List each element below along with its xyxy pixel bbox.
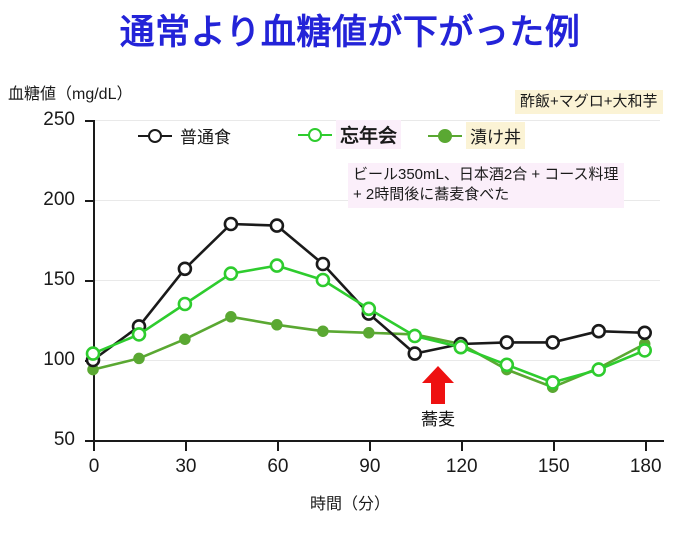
- legend-label: 忘年会: [336, 120, 402, 149]
- x-tick-label: 90: [359, 456, 381, 477]
- y-tick: [85, 200, 94, 202]
- x-tick: [460, 442, 463, 451]
- x-tick: [552, 442, 555, 451]
- filled-circle-icon: [428, 128, 462, 144]
- legend-label: 漬け丼: [466, 122, 525, 149]
- x-tick-label: 180: [629, 456, 662, 477]
- up-arrow-icon: [418, 364, 458, 404]
- x-tick-label: 150: [537, 456, 570, 477]
- callout-bonenkai: ビール350mL、日本酒2合 + コース料理 + 2時間後に蕎麦食べた: [348, 163, 624, 208]
- gridline: [93, 280, 660, 281]
- x-tick: [184, 442, 187, 451]
- chart-legend: 普通食 忘年会 漬け丼: [138, 120, 608, 154]
- legend-item-1[interactable]: 普通食: [138, 122, 235, 149]
- y-tick-label: 100: [43, 349, 75, 370]
- x-tick: [276, 442, 279, 451]
- gridline: [93, 360, 660, 361]
- soba-annotation: 蕎麦: [418, 364, 458, 430]
- legend-item-3[interactable]: 漬け丼: [428, 122, 525, 149]
- x-axis-line: [93, 440, 664, 442]
- x-tick: [368, 442, 371, 451]
- legend-item-2[interactable]: 忘年会: [298, 120, 402, 149]
- open-circle-icon: [298, 127, 332, 143]
- y-tick-label: 50: [53, 429, 75, 450]
- x-tick-label: 60: [267, 456, 289, 477]
- y-tick: [85, 440, 94, 442]
- y-tick: [85, 120, 94, 122]
- y-axis-title: 血糖値（mg/dL）: [8, 86, 133, 103]
- legend-label: 普通食: [180, 128, 231, 147]
- y-tick: [85, 280, 94, 282]
- y-tick: [85, 360, 94, 362]
- soba-label: 蕎麦: [421, 410, 455, 429]
- callout-tsukedon: 酢飯+マグロ+大和芋: [515, 90, 663, 115]
- y-tick-label: 200: [43, 189, 75, 210]
- y-tick-label: 250: [43, 109, 75, 130]
- x-tick-label: 120: [445, 456, 478, 477]
- x-axis-title: 時間（分）: [309, 496, 390, 513]
- y-tick-label: 150: [43, 269, 75, 290]
- open-circle-icon: [138, 128, 172, 144]
- x-tick: [644, 442, 647, 451]
- x-tick-label: 30: [175, 456, 197, 477]
- page-title: 通常より血糖値が下がった例: [119, 13, 581, 52]
- x-tick-label: 0: [88, 456, 100, 477]
- x-tick: [93, 442, 95, 451]
